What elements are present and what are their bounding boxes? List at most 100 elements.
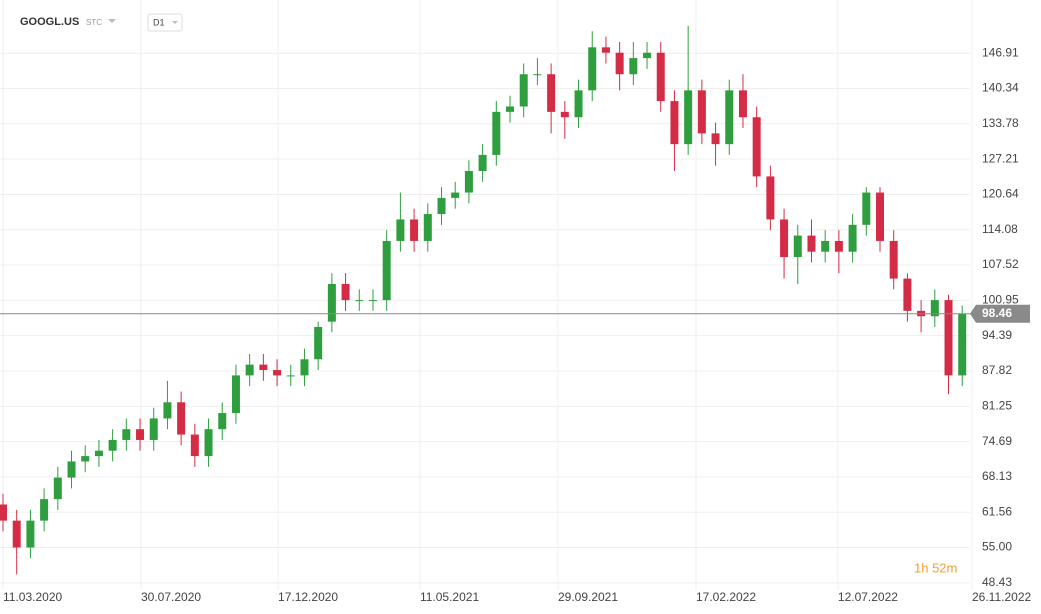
candle-body — [547, 74, 556, 112]
candle-body — [656, 52, 665, 102]
candle-body — [341, 283, 350, 301]
candle-body — [423, 214, 432, 241]
candle-body — [108, 439, 117, 451]
y-tick-label: 55.00 — [982, 540, 1012, 554]
candle-body — [848, 224, 857, 252]
candle-body — [752, 117, 761, 177]
symbol[interactable]: GOOGL.US — [20, 16, 79, 28]
candle-body — [725, 90, 734, 145]
candle-body — [464, 171, 473, 193]
candle-body — [0, 504, 7, 521]
candle-body — [94, 450, 103, 457]
candle-body — [478, 154, 487, 172]
candle-body — [204, 429, 213, 457]
y-tick-label: 146.91 — [982, 45, 1019, 59]
y-tick-label: 120.64 — [982, 187, 1019, 201]
market[interactable]: STC — [86, 18, 102, 27]
candle-body — [766, 176, 775, 220]
candle-body — [26, 520, 35, 548]
candle-body — [300, 359, 309, 376]
candle-body — [177, 402, 186, 435]
candle-body — [697, 90, 706, 134]
price-tag — [970, 304, 1030, 323]
y-tick-label: 140.34 — [982, 81, 1019, 95]
y-tick-label: 74.69 — [982, 434, 1012, 448]
candle-body — [149, 418, 158, 440]
candle-body — [53, 477, 62, 500]
x-tick-label: 11.05.2021 — [420, 590, 479, 604]
countdown: 1h 52m — [914, 560, 957, 575]
candle-body — [834, 240, 843, 252]
candle-body — [382, 240, 391, 301]
candle-body — [821, 240, 830, 252]
price-label: 98.46 — [982, 306, 1012, 320]
candle-body — [711, 133, 720, 145]
dropdown-arrow[interactable] — [108, 19, 116, 23]
x-tick-label: 12.07.2022 — [838, 590, 898, 604]
candle-body — [12, 520, 21, 548]
candle-body — [889, 240, 898, 279]
candle-body — [451, 192, 460, 198]
y-tick-label: 133.78 — [982, 116, 1019, 130]
candle-body — [286, 375, 295, 377]
candle-body — [615, 52, 624, 75]
candle-body — [327, 283, 336, 322]
candle-body — [67, 461, 76, 478]
candle-body — [245, 364, 254, 376]
candle-body — [930, 300, 939, 317]
y-tick-label: 81.25 — [982, 399, 1012, 413]
candle-body — [136, 429, 145, 440]
candle-body — [163, 402, 172, 419]
candle-body — [560, 111, 569, 118]
x-tick-label: 11.03.2020 — [3, 590, 62, 604]
candle-body — [314, 327, 323, 360]
y-tick-label: 87.82 — [982, 363, 1012, 377]
candle-body — [958, 313, 967, 376]
candle-body — [40, 499, 49, 521]
interval-box[interactable] — [147, 13, 183, 32]
candle-body — [190, 434, 199, 457]
x-tick-label: 17.12.2020 — [278, 590, 338, 604]
candle-body — [875, 192, 884, 241]
candle-body — [506, 106, 515, 112]
y-tick-label: 107.52 — [982, 257, 1019, 271]
candle-body — [588, 47, 597, 91]
candle-body — [670, 101, 679, 145]
candle-body — [492, 111, 501, 155]
candle-body — [738, 90, 747, 118]
dropdown-arrow[interactable] — [172, 21, 178, 24]
y-tick-label: 100.95 — [982, 293, 1019, 307]
candle-body — [533, 74, 542, 76]
interval[interactable]: D1 — [153, 17, 165, 27]
y-tick-label: 48.43 — [982, 575, 1012, 589]
candle-body — [601, 47, 610, 53]
y-tick-label: 94.39 — [982, 328, 1012, 342]
candle-body — [437, 197, 446, 215]
y-tick-label: 68.13 — [982, 469, 1012, 483]
candle-body — [231, 375, 240, 414]
candle-body — [780, 219, 789, 258]
candle-body — [355, 300, 364, 302]
candle-body — [81, 456, 90, 462]
candle-body — [807, 235, 816, 252]
candle-body — [218, 413, 227, 430]
y-tick-label: 61.56 — [982, 504, 1012, 518]
candle-body — [574, 90, 583, 118]
y-tick-label: 127.21 — [982, 151, 1019, 165]
candle-body — [643, 52, 652, 59]
y-tick-label: 114.08 — [982, 222, 1018, 236]
candle-body — [396, 219, 405, 241]
candle-body — [862, 192, 871, 225]
candle-body — [519, 74, 528, 107]
candle-body — [944, 300, 953, 376]
candle-body — [903, 278, 912, 311]
candle-body — [122, 429, 131, 440]
candle-body — [629, 58, 638, 75]
candle-body — [684, 90, 693, 145]
candle-body — [410, 219, 419, 241]
x-tick-label: 26.11.2022 — [972, 590, 1031, 604]
candle-body — [273, 370, 282, 376]
x-tick-label: 17.02.2022 — [696, 590, 756, 604]
x-tick-label: 29.09.2021 — [558, 590, 618, 604]
